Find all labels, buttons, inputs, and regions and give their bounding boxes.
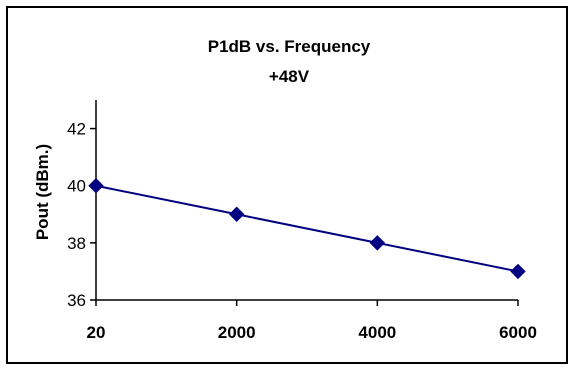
data-point-2 <box>369 235 386 251</box>
x-tick-label-1: 2000 <box>218 323 256 342</box>
y-tick-label-0: 36 <box>67 291 86 310</box>
y-tick-label-3: 42 <box>67 120 86 139</box>
x-tick-label-2: 4000 <box>358 323 396 342</box>
data-point-3 <box>510 263 526 280</box>
x-tick-label-3: 6000 <box>499 323 537 342</box>
y-axis-label: Pout (dBm.) <box>33 144 52 240</box>
chart-subtitle: +48V <box>269 67 310 86</box>
x-ticks: 20 2000 4000 6000 <box>87 300 537 342</box>
chart-title: P1dB vs. Frequency <box>208 37 371 56</box>
data-point-0 <box>88 178 104 194</box>
y-ticks: 36 38 40 42 <box>67 120 96 310</box>
y-tick-label-2: 40 <box>67 177 86 196</box>
y-tick-label-1: 38 <box>67 234 86 253</box>
series-layer <box>88 178 526 280</box>
x-tick-label-0: 20 <box>87 323 106 342</box>
data-point-1 <box>228 206 245 222</box>
series-line-0 <box>95 184 519 273</box>
